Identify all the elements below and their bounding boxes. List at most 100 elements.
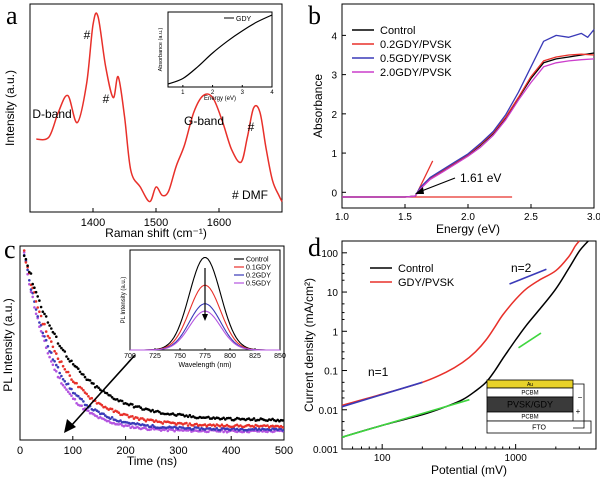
panel-c-arrow-line <box>70 354 136 427</box>
panel-d-y-axis-label: Current density (mA/cm²) <box>302 278 316 412</box>
panel-c-data-point <box>41 310 45 314</box>
panel-c-data-point <box>119 422 122 426</box>
panel-c-data-point <box>131 415 134 418</box>
panel-b-legend-label: 0.5GDY/PVSK <box>380 53 452 65</box>
panel-c-data-point <box>39 314 43 318</box>
panel-c-inset-x-tick-label: 850 <box>274 353 286 360</box>
panel-label-a: a <box>6 1 18 30</box>
panel-d-device-sign-minus: − <box>578 393 583 402</box>
panel-c-data-point <box>203 423 207 426</box>
panel-c-data-point <box>107 419 110 423</box>
panel-c-data-point <box>50 360 53 363</box>
panel-c-series-0.5gdy <box>22 251 285 434</box>
panel-c-series-0.1gdy <box>22 249 285 429</box>
panel-c-inset-x-tick-label: 725 <box>149 353 161 360</box>
panel-c-data-point <box>110 396 114 399</box>
panel-c-data-point <box>95 415 99 418</box>
panel-c-data-point <box>60 382 63 385</box>
panel-c-data-point <box>65 355 68 358</box>
panel-d-y-tick-label: 0.01 <box>319 406 339 417</box>
panel-c-data-point <box>22 249 26 252</box>
panel-c-x-tick-label: 300 <box>169 445 187 457</box>
panel-c-y-axis-label: PL Intensity (a.u.) <box>1 298 15 392</box>
panel-c-data-point <box>139 406 143 410</box>
panel-c-data-point <box>173 429 176 433</box>
panel-c-data-point <box>41 331 45 335</box>
panel-c-data-point <box>80 387 83 390</box>
panel-c-data-point <box>56 342 60 345</box>
panel-c-data-point <box>252 425 256 429</box>
panel-c-data-point <box>63 386 67 389</box>
panel-c-data-point <box>26 264 29 268</box>
panel-a-inset-gdy-curve <box>167 14 273 85</box>
panel-c-data-point <box>131 403 134 406</box>
panel-c-data-point <box>151 423 154 427</box>
panel-c-data-point <box>104 405 107 409</box>
panel-b-annotation-bandgap: 1.61 eV <box>460 171 501 185</box>
panel-c-data-point <box>61 364 65 368</box>
panel-a-inset-x-tick-label: 4 <box>270 90 274 96</box>
panel-d-frame <box>341 240 597 450</box>
panel-c-data-point <box>80 397 83 401</box>
panel-c-x-axis-label: Time (ns) <box>127 454 177 468</box>
panel-c-data-point <box>281 429 285 432</box>
panel-c-data-point <box>158 410 161 414</box>
panel-c-data-point <box>151 418 154 422</box>
panel-b-y-tick-label: 2 <box>331 110 337 121</box>
panel-c-data-point <box>269 428 273 432</box>
panel-c-inset-x-tick-label: 800 <box>224 353 236 360</box>
panel-a-inset-x-tick-label: 2 <box>211 90 215 96</box>
panel-c-x-tick-label: 100 <box>64 445 82 457</box>
panel-a-x-tick-label: 1600 <box>207 217 231 229</box>
panel-c-data-point <box>43 312 46 316</box>
panel-c-data-point <box>58 371 61 375</box>
panel-c-data-point <box>46 334 50 338</box>
panel-c-data-point <box>31 282 34 286</box>
panel-c-data-point <box>281 426 285 429</box>
panel-c-data-point <box>235 423 239 427</box>
panel-c-data-point <box>28 279 31 282</box>
panel-d-annotation-n2: n=2 <box>511 261 532 275</box>
panel-d-y-tick-label: 0.001 <box>313 445 338 456</box>
panel-c-data-point <box>75 365 78 369</box>
panel-c-data-point <box>110 407 114 411</box>
panel-c-data-point <box>70 394 73 398</box>
panel-c-data-point <box>222 416 225 420</box>
panel-c-data-point <box>186 424 190 427</box>
panel-c-data-point <box>78 370 82 374</box>
panel-c-data-point <box>92 382 95 385</box>
panel-d-series-gdy-pvsk <box>341 240 580 407</box>
panel-c-data-point <box>66 370 70 374</box>
panel-b-x-tick-label: 1.0 <box>335 212 349 223</box>
panel-a-inset-x-axis-label: Energy (eV) <box>204 96 236 102</box>
panel-c-data-point <box>87 409 90 413</box>
panel-c-data-point <box>68 392 72 396</box>
panel-c-data-point <box>24 261 28 264</box>
panel-c-data-point <box>166 429 170 433</box>
panel-c-data-point <box>38 299 41 302</box>
panel-a-raman-spectrum <box>36 12 283 203</box>
panel-d-x-axis-label: Potential (mV) <box>431 463 507 477</box>
panel-c-data-point <box>109 394 112 397</box>
panel-c-inset-y-axis-label: PL Intensity (a.u.) <box>121 277 127 324</box>
panel-c-data-point <box>82 373 85 376</box>
panel-c-data-point <box>197 426 200 429</box>
panel-c-series-control <box>22 254 285 423</box>
panel-c-data-point <box>75 402 78 405</box>
panel-a-x-tick-label: 1500 <box>144 217 168 229</box>
panel-c-data-point <box>29 272 33 275</box>
panel-c-arrow-head <box>64 419 76 433</box>
panel-c-data-point <box>176 427 180 430</box>
panel-c-data-point <box>53 368 56 372</box>
panel-c-inset-x-tick-label: 700 <box>124 353 136 360</box>
panel-d-y-tick-label: 0.1 <box>324 367 338 378</box>
panel-c-data-point <box>136 416 139 420</box>
panel-c-data-point <box>36 306 39 309</box>
panel-c-data-point <box>254 427 257 430</box>
panel-c-data-point <box>97 410 100 414</box>
panel-a-annotation-hash: # <box>248 120 255 134</box>
panel-c-data-point <box>60 374 63 378</box>
panel-c-data-point <box>100 403 104 407</box>
panel-c-inset-x-tick-label: 775 <box>199 353 211 360</box>
